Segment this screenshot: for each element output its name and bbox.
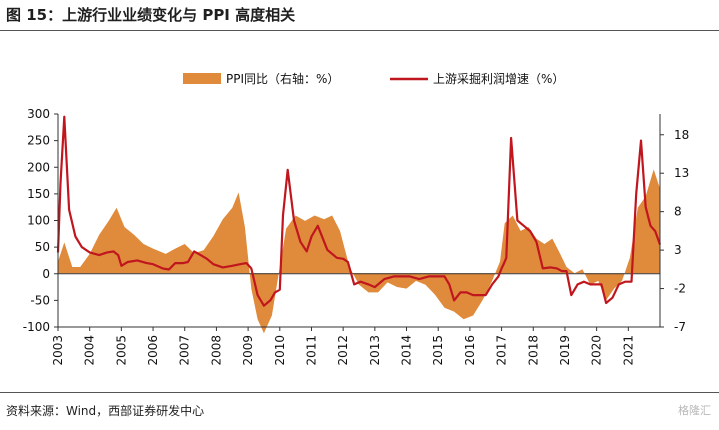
left-tick-label: -100 [23,320,50,334]
left-tick-label: 300 [27,107,50,121]
x-tick-label: 2006 [146,335,160,366]
right-tick-label: 3 [674,243,682,257]
title-divider [0,30,719,31]
x-tick-label: 2007 [178,335,192,366]
right-tick-label: 18 [674,128,689,142]
x-tick-label: 2021 [621,335,635,366]
left-tick-label: 50 [35,240,50,254]
left-tick-label: 250 [27,134,50,148]
x-tick-label: 2011 [304,335,318,366]
legend-line-label: 上游采掘利润增速（%） [433,71,564,86]
x-tick-label: 2013 [368,335,382,366]
figure-title: 图 15：上游行业业绩变化与 PPI 高度相关 [6,6,296,24]
x-tick-label: 2016 [463,335,477,366]
x-tick-label: 2018 [526,335,540,366]
source-divider [0,392,719,393]
left-tick-label: 150 [27,187,50,201]
x-tick-label: 2017 [495,335,509,366]
x-tick-label: 2003 [51,335,65,366]
left-tick-label: 0 [42,267,50,281]
right-tick-label: -2 [674,282,686,296]
x-tick-label: 2008 [209,335,223,366]
x-tick-label: 2012 [336,335,350,366]
right-tick-label: 8 [674,205,682,219]
watermark-logo: 格隆汇 [678,404,711,417]
x-tick-label: 2005 [114,335,128,366]
profit-growth-line [56,115,662,307]
x-tick-label: 2010 [273,335,287,366]
left-tick-label: 100 [27,214,50,228]
x-tick-label: 2009 [241,335,255,366]
x-tick-label: 2015 [431,335,445,366]
x-tick-label: 2020 [590,335,604,366]
ppi-area [58,169,660,334]
right-tick-label: 13 [674,166,689,180]
x-tick-label: 2014 [400,335,414,366]
dual-axis-chart: 300 250 200 150 100 50 0 -50 -100 18 13 8 3 -2 -7 2003 2… [23,71,690,366]
x-tick-label: 2004 [83,335,97,366]
left-tick-label: -50 [30,293,50,307]
legend-area-label: PPI同比（右轴：%） [226,71,339,86]
legend-area-swatch [183,73,221,84]
x-tick-label: 2019 [558,335,572,366]
source-note: 资料来源：Wind，西部证券研发中心 [6,404,205,418]
right-tick-label: -7 [674,320,686,334]
left-tick-label: 200 [27,160,50,174]
